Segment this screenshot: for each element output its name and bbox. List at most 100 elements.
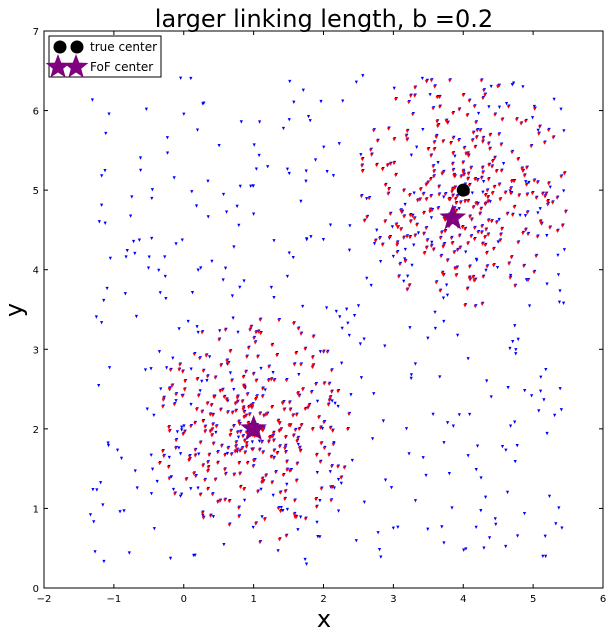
data-point-group [468,215,472,219]
data-point-group [303,407,307,412]
data-point-group [439,231,444,235]
data-point-field [466,357,470,361]
data-point-field [431,412,435,417]
data-point-group [450,242,454,246]
data-point-field [232,388,236,392]
data-point-group [520,167,524,171]
data-point-group [203,478,207,483]
data-point-group [490,192,494,196]
data-point-group [510,213,515,218]
data-point-field [530,116,535,120]
data-point-group [422,211,426,216]
data-point-group [430,209,434,213]
data-point-group [480,302,484,306]
data-point-group [497,183,501,187]
data-point-group [461,171,465,175]
data-point-group [438,236,443,241]
data-point-group [237,461,241,466]
data-point-group [466,154,471,158]
data-point-field [508,424,513,428]
data-point-group [242,410,246,415]
data-point-field [445,293,450,297]
data-point-group [486,142,491,146]
data-point-group [418,188,423,192]
data-point-group [173,492,177,496]
data-point-field [430,240,434,245]
data-point-group [428,178,433,182]
data-point-field [196,486,200,490]
data-point-group [428,208,432,212]
data-point-field [389,486,394,490]
data-point-field [214,430,218,435]
data-point-field [285,482,289,487]
data-point-field [504,102,509,106]
data-point-group [534,254,538,259]
data-point-field [495,265,500,270]
data-point-group [472,226,477,231]
data-point-field [489,84,493,89]
data-point-field [238,184,242,189]
data-point-group [413,94,417,98]
data-point-field [285,167,290,171]
data-point-group [267,365,271,369]
data-point-field [523,389,527,393]
data-point-group [252,336,256,341]
data-point-group [522,174,526,178]
data-point-field [125,249,129,253]
data-point-field [93,550,97,554]
data-point-group [499,169,503,173]
data-point-field [139,168,143,173]
data-point-group [193,448,197,453]
data-point-group [235,395,240,399]
data-point-group [288,424,292,428]
data-point-group [476,230,480,235]
data-point-group [250,403,255,407]
data-point-group [192,352,196,357]
data-point-group [517,194,521,198]
data-point-field [429,216,434,220]
data-point-field [271,493,275,498]
data-point-group [242,415,246,420]
data-point-field [468,412,472,417]
data-point-field [544,367,548,372]
data-point-field [354,80,358,84]
data-point-group [238,485,243,490]
data-point-group [238,449,242,453]
data-point-field [172,176,176,180]
data-point-group [460,225,464,230]
data-point-group [469,166,473,171]
data-point-field [150,236,154,241]
data-point-field [281,126,286,131]
data-point-field [544,554,548,559]
data-point-field [494,522,498,527]
data-point-field [410,263,414,268]
data-point-group [219,444,224,449]
data-point-field [285,274,290,279]
y-tick-label: 5 [33,186,39,197]
data-point-group [532,270,536,275]
data-point-group [314,382,318,387]
data-point-field [321,238,326,242]
data-point-group [408,94,413,98]
data-point-field [505,490,510,495]
data-point-field [444,283,449,287]
x-tick-label: −1 [107,594,122,605]
data-point-group [261,480,265,484]
data-point-field [144,107,148,111]
data-point-field [147,255,151,259]
x-tick-label: 6 [600,594,606,605]
data-point-group [451,194,455,198]
data-point-group [359,194,363,199]
data-point-group [411,112,415,117]
data-point-group [443,229,447,234]
data-point-group [210,493,215,497]
data-point-group [360,158,364,162]
data-point-group [418,198,422,202]
data-point-group [467,276,471,280]
data-point-group [283,447,287,451]
data-point-field [225,451,230,456]
data-point-field [232,245,236,249]
data-point-group [206,461,210,465]
data-point-field [489,395,493,399]
data-point-field [92,520,96,524]
